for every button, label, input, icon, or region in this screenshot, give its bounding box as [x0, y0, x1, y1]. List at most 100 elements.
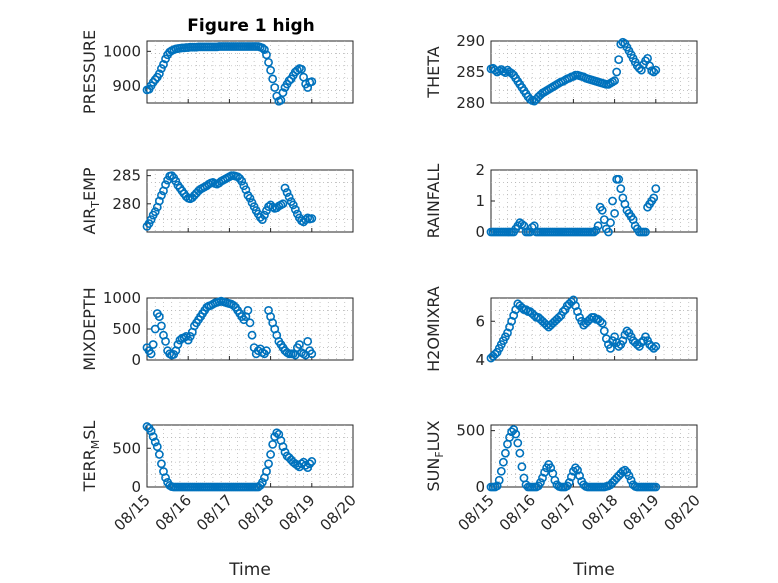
data-point [297, 459, 306, 469]
data-point [152, 442, 162, 452]
data-point [157, 64, 166, 73]
x-axis-label: Time [228, 560, 271, 580]
data-point [154, 450, 164, 459]
x-tick-label: 08/19 [619, 491, 662, 534]
data-point [159, 60, 168, 69]
y-tick-label: 500 [456, 422, 485, 440]
data-point [589, 227, 599, 237]
y-tick-label: 285 [112, 167, 141, 185]
data-point [566, 472, 576, 482]
data-point [614, 174, 624, 184]
data-point [612, 67, 622, 77]
data-point [517, 462, 527, 472]
x-tick-label: 08/18 [234, 491, 277, 534]
y-tick-label: 290 [456, 32, 485, 50]
data-point [517, 219, 527, 229]
data-point [597, 318, 607, 328]
data-point [608, 196, 617, 206]
data-point [636, 65, 646, 75]
panel-theta: 280 285 290 THETA [424, 32, 698, 112]
data-point [525, 227, 535, 237]
data-point [148, 432, 158, 442]
data-point [624, 471, 634, 481]
data-point [610, 208, 619, 218]
data-point [284, 76, 294, 86]
data-point [295, 340, 304, 349]
data-point [278, 199, 288, 209]
x-tick-label: 08/20 [661, 491, 704, 534]
data-point [297, 64, 306, 74]
data-point [585, 314, 595, 324]
data-point [150, 207, 160, 217]
y-tick-label: 0 [131, 351, 141, 369]
data-point [154, 69, 164, 79]
y-axis-label: SUNFLUX [424, 420, 446, 491]
y-tick-label: 500 [112, 320, 141, 338]
data-point [146, 349, 156, 359]
data-point [148, 340, 158, 349]
y-tick-label: 285 [456, 63, 485, 81]
data-point [550, 475, 560, 485]
data-point [575, 471, 584, 481]
data-point [303, 83, 313, 92]
y-axis-label: TERRMSL [80, 421, 102, 493]
y-tick-label: 1000 [103, 289, 141, 307]
data-point [268, 439, 278, 449]
data-point [307, 349, 317, 359]
data-point [262, 467, 271, 476]
data-point [573, 465, 582, 475]
data-point [564, 478, 574, 487]
y-axis-label: PRESSURE [80, 30, 99, 114]
data-point [278, 88, 288, 98]
data-point [490, 349, 500, 359]
data-point [498, 457, 508, 467]
data-point [651, 482, 661, 492]
data-point [593, 221, 603, 231]
data-point [161, 473, 170, 483]
data-point [651, 342, 661, 351]
x-tick-label: 08/18 [578, 491, 621, 534]
y-axis-label: THETA [424, 46, 443, 98]
data-point [185, 332, 195, 341]
data-point [513, 438, 523, 448]
data-point [241, 185, 251, 195]
data-point [146, 426, 156, 436]
data-point [301, 460, 311, 470]
data-point [616, 184, 626, 193]
data-point [264, 57, 273, 67]
axes-box [146, 297, 354, 361]
y-tick-label: 6 [475, 312, 485, 330]
data-point [649, 67, 659, 77]
y-axis-label: MIXDEPTH [80, 287, 99, 370]
panel-air-temp: 280 285 AIRTEMP [80, 167, 354, 235]
data-point [154, 312, 164, 321]
axes-box [146, 424, 354, 488]
data-point [645, 61, 655, 71]
data-point [278, 442, 288, 452]
data-point [626, 475, 636, 485]
y-tick-label: 2 [475, 161, 485, 179]
x-axis-label: Time [572, 560, 615, 580]
y-tick-label: 500 [112, 439, 141, 457]
data-point [538, 473, 547, 483]
data-point [496, 466, 506, 476]
data-point [161, 54, 170, 64]
data-point [620, 465, 630, 475]
data-point [266, 65, 275, 75]
data-point [614, 55, 624, 64]
data-point [604, 227, 613, 237]
data-point [614, 342, 624, 351]
y-axis-label: RAINFALL [424, 164, 443, 239]
y-tick-label: 280 [456, 94, 485, 112]
data-point [303, 336, 313, 346]
data-point [606, 343, 615, 353]
y-axis-label: H2OMIXRA [424, 286, 443, 372]
data-point [599, 326, 609, 336]
data-point [651, 184, 661, 193]
data-point [173, 340, 183, 349]
data-point [307, 214, 317, 223]
